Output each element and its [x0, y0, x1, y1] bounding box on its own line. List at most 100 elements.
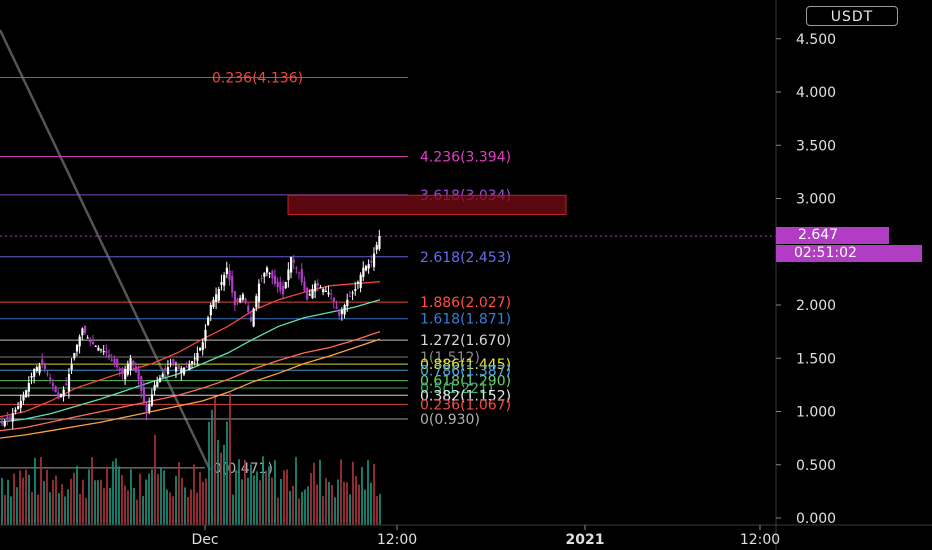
candle-body: [49, 377, 52, 380]
moving-average-line: [0, 338, 381, 439]
candle-body: [375, 244, 378, 250]
candle-body: [367, 264, 370, 269]
currency-badge[interactable]: USDT: [806, 6, 898, 26]
candle-body: [364, 265, 368, 271]
candle-body: [129, 358, 132, 370]
volume-bar: [217, 439, 219, 525]
candle-body: [193, 358, 196, 360]
candle-body: [212, 299, 215, 308]
volume-bar: [7, 480, 9, 525]
candle-body: [260, 277, 263, 279]
candle-body: [284, 281, 287, 289]
candle-body: [252, 308, 255, 327]
fib-label: 2.618(2.453): [420, 250, 511, 266]
candle-body: [292, 259, 295, 263]
candle-body: [287, 269, 290, 281]
volume-bar: [277, 497, 279, 525]
volume-bar: [19, 470, 21, 525]
volume-bar: [346, 482, 348, 525]
candle-body: [118, 368, 121, 371]
resistance-zone-layer[interactable]: [287, 194, 567, 215]
candle-body: [169, 363, 172, 365]
volume-bar: [361, 467, 363, 525]
candle-body: [236, 298, 239, 302]
candle-body: [300, 269, 303, 282]
candle-body: [223, 274, 226, 286]
volume-bar: [274, 460, 276, 525]
candle-body: [338, 309, 341, 316]
candle-body: [78, 336, 81, 347]
volume-bar: [337, 479, 339, 525]
candle-body: [172, 359, 175, 366]
moving-averages: [0, 280, 381, 439]
countdown-tag: 02:51:02: [776, 245, 922, 262]
volume-bar: [133, 487, 135, 525]
candle-body: [11, 413, 14, 422]
candle-body: [25, 390, 28, 398]
volume-bar: [4, 494, 6, 525]
candle-body: [330, 293, 333, 295]
volume-bar: [265, 470, 267, 525]
volume-bar: [289, 490, 291, 525]
volume-bar: [55, 475, 57, 525]
y-tick-label: 0.000: [796, 511, 836, 527]
volume-bar: [286, 469, 288, 525]
candle-body: [327, 292, 330, 295]
candle-body: [6, 416, 9, 420]
candle-body: [255, 296, 258, 308]
volume-bar: [223, 444, 225, 525]
volume-bar: [349, 494, 351, 525]
volume-bar: [250, 464, 252, 525]
candle-body: [319, 287, 322, 289]
volume-bar: [193, 464, 195, 525]
fib-label: 0(0.930): [420, 412, 480, 428]
y-tick-label: 1.500: [796, 351, 836, 367]
last-price-tag: 2.647: [776, 227, 889, 244]
candle-body: [268, 273, 271, 275]
volume-bar: [373, 463, 375, 525]
candle-body: [43, 363, 47, 369]
volume-bar: [367, 460, 369, 525]
candle-body: [362, 267, 365, 277]
candle-body: [188, 363, 191, 370]
candle-body: [322, 289, 325, 293]
candle-body: [199, 347, 202, 351]
fib-label: 0.236(1.067): [420, 397, 511, 413]
volume-bar: [166, 489, 168, 525]
candle-body: [70, 363, 73, 370]
candle-body: [94, 345, 97, 347]
candle-body: [65, 383, 68, 385]
candle-body: [346, 299, 349, 307]
volume-bar: [376, 496, 378, 525]
volume-bar: [58, 493, 60, 525]
candle-body: [41, 359, 44, 364]
candle-body: [100, 349, 103, 351]
candle-body: [83, 325, 87, 334]
volume-bar: [352, 461, 354, 525]
volume-bar: [22, 477, 24, 525]
volume-bar: [184, 487, 186, 525]
candle-body: [370, 260, 373, 263]
candle-body: [121, 368, 124, 375]
candle-body: [142, 387, 146, 403]
volume-bar: [73, 472, 75, 525]
volume-bar: [355, 475, 357, 525]
candle-body: [19, 400, 22, 408]
volume-bar: [187, 497, 189, 525]
candle-body: [110, 359, 113, 361]
volume-bar: [313, 462, 315, 525]
candle-body: [324, 290, 328, 292]
volume-bar: [220, 452, 222, 525]
candle-body: [271, 271, 274, 279]
candle-body: [332, 297, 336, 302]
resistance-zone[interactable]: [287, 194, 567, 215]
y-tick-label: 3.000: [796, 192, 836, 208]
candle-body: [231, 275, 234, 293]
y-tick-label: 4.000: [796, 85, 836, 101]
candle-body: [81, 328, 84, 336]
y-tick-label: 1.000: [796, 405, 836, 421]
candle-body: [281, 286, 285, 295]
fib-label: 0.786(1.387): [420, 363, 511, 379]
